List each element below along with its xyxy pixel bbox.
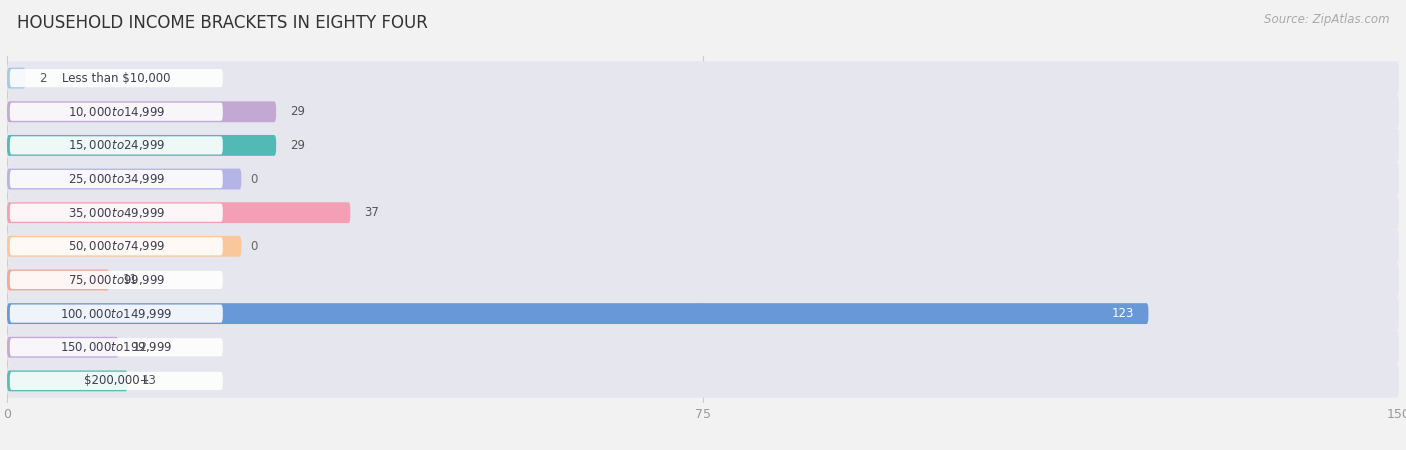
FancyBboxPatch shape xyxy=(7,202,350,223)
FancyBboxPatch shape xyxy=(7,61,1399,95)
Text: $50,000 to $74,999: $50,000 to $74,999 xyxy=(67,239,165,253)
FancyBboxPatch shape xyxy=(10,338,222,356)
Text: $200,000+: $200,000+ xyxy=(83,374,149,387)
FancyBboxPatch shape xyxy=(7,135,276,156)
Text: Source: ZipAtlas.com: Source: ZipAtlas.com xyxy=(1264,14,1389,27)
FancyBboxPatch shape xyxy=(7,297,1399,330)
FancyBboxPatch shape xyxy=(7,68,25,89)
FancyBboxPatch shape xyxy=(7,270,110,290)
FancyBboxPatch shape xyxy=(7,169,242,189)
Text: 29: 29 xyxy=(290,139,305,152)
Text: 11: 11 xyxy=(124,274,138,287)
FancyBboxPatch shape xyxy=(7,303,1149,324)
Text: $100,000 to $149,999: $100,000 to $149,999 xyxy=(60,306,173,320)
FancyBboxPatch shape xyxy=(10,170,222,188)
FancyBboxPatch shape xyxy=(7,162,1399,196)
FancyBboxPatch shape xyxy=(7,370,128,392)
FancyBboxPatch shape xyxy=(10,237,222,256)
FancyBboxPatch shape xyxy=(10,69,222,87)
Text: HOUSEHOLD INCOME BRACKETS IN EIGHTY FOUR: HOUSEHOLD INCOME BRACKETS IN EIGHTY FOUR xyxy=(17,14,427,32)
FancyBboxPatch shape xyxy=(10,372,222,390)
Text: 0: 0 xyxy=(250,172,257,185)
Text: $25,000 to $34,999: $25,000 to $34,999 xyxy=(67,172,165,186)
FancyBboxPatch shape xyxy=(7,101,276,122)
FancyBboxPatch shape xyxy=(7,230,1399,263)
FancyBboxPatch shape xyxy=(10,136,222,154)
Text: 37: 37 xyxy=(364,206,380,219)
Text: $150,000 to $199,999: $150,000 to $199,999 xyxy=(60,340,173,354)
Text: $15,000 to $24,999: $15,000 to $24,999 xyxy=(67,139,165,153)
FancyBboxPatch shape xyxy=(7,263,1399,297)
FancyBboxPatch shape xyxy=(10,203,222,222)
FancyBboxPatch shape xyxy=(7,236,242,257)
FancyBboxPatch shape xyxy=(7,330,1399,364)
Text: 123: 123 xyxy=(1112,307,1135,320)
Text: 0: 0 xyxy=(250,240,257,253)
Text: $10,000 to $14,999: $10,000 to $14,999 xyxy=(67,105,165,119)
FancyBboxPatch shape xyxy=(7,95,1399,129)
FancyBboxPatch shape xyxy=(10,103,222,121)
FancyBboxPatch shape xyxy=(7,364,1399,398)
FancyBboxPatch shape xyxy=(10,305,222,323)
Text: 12: 12 xyxy=(132,341,148,354)
Text: 13: 13 xyxy=(142,374,156,387)
Text: $35,000 to $49,999: $35,000 to $49,999 xyxy=(67,206,165,220)
FancyBboxPatch shape xyxy=(10,271,222,289)
Text: Less than $10,000: Less than $10,000 xyxy=(62,72,170,85)
FancyBboxPatch shape xyxy=(7,337,118,358)
Text: $75,000 to $99,999: $75,000 to $99,999 xyxy=(67,273,165,287)
FancyBboxPatch shape xyxy=(7,129,1399,162)
Text: 2: 2 xyxy=(39,72,46,85)
FancyBboxPatch shape xyxy=(7,196,1399,230)
Text: 29: 29 xyxy=(290,105,305,118)
